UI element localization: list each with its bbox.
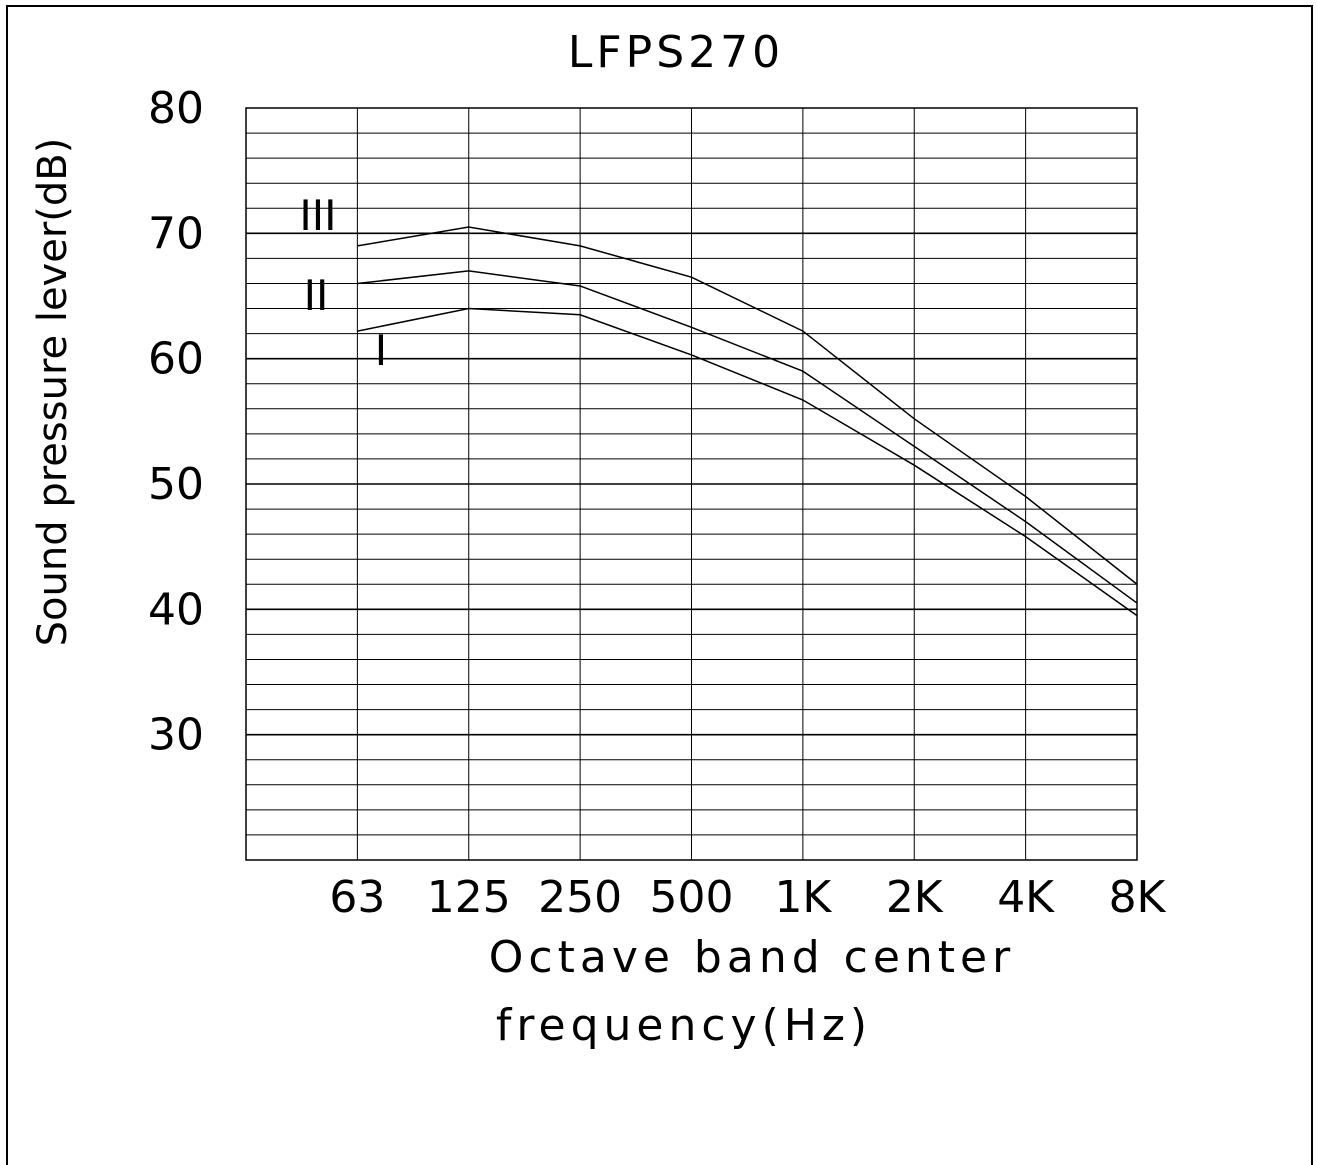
y-tick-label: 40 (148, 584, 204, 635)
series-line-ii (357, 271, 1137, 603)
series-label-iii: III (299, 191, 336, 240)
x-tick-label: 500 (650, 872, 734, 923)
x-axis-ticks: 63 125 250 500 1K 2K 4K 8K (329, 872, 1166, 923)
x-tick-label: 2K (886, 872, 944, 923)
y-axis-ticks: 80 70 60 50 40 30 (148, 83, 204, 761)
y-axis-label: Sound pressure lever(dB) (30, 138, 76, 647)
series-line-iii (357, 227, 1137, 584)
x-tick-label: 8K (1109, 872, 1167, 923)
y-tick-label: 70 (148, 208, 204, 259)
x-tick-label: 63 (329, 872, 385, 923)
y-tick-label: 80 (148, 83, 204, 134)
chart-title: LFPS270 (568, 27, 784, 78)
y-tick-label: 60 (148, 334, 204, 385)
series-line-i (357, 309, 1137, 616)
series-label-ii: II (304, 271, 329, 320)
x-axis-label-line2: frequency(Hz) (496, 1000, 872, 1051)
x-tick-label: 250 (538, 872, 622, 923)
series-lines (357, 227, 1137, 616)
series-label-i: I (375, 326, 387, 375)
x-tick-label: 4K (997, 872, 1055, 923)
grid (246, 108, 1137, 860)
x-axis-label-line1: Octave band center (489, 932, 1015, 983)
y-tick-label: 30 (148, 710, 204, 761)
x-tick-label: 1K (774, 872, 832, 923)
x-tick-label: 125 (427, 872, 511, 923)
y-tick-label: 50 (148, 459, 204, 510)
